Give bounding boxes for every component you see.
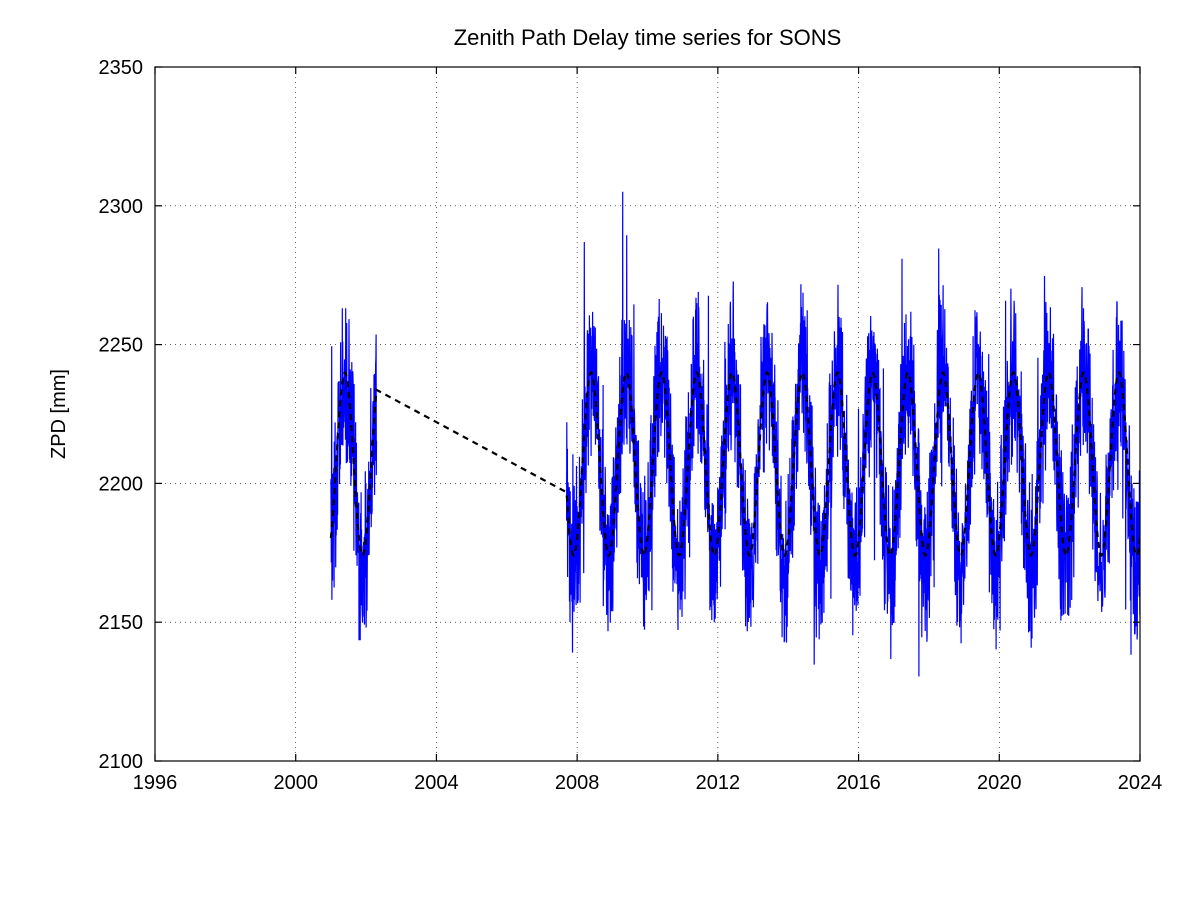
chart-container: 1996 2000 2004 2008 2012 2016 2020 2024 2100 2150…: [0, 0, 1201, 901]
xtick-label: 2012: [696, 772, 741, 794]
xtick-label: 2004: [414, 772, 459, 794]
xtick-label: 2020: [977, 772, 1022, 794]
ytick-label: 2300: [99, 196, 144, 218]
ytick-label: 2250: [99, 335, 144, 357]
xtick-label: 2008: [555, 772, 600, 794]
ytick-label: 2350: [99, 57, 144, 79]
xtick-label: 2024: [1118, 772, 1163, 794]
y-axis-label: ZPD [mm]: [48, 369, 70, 459]
ytick-label: 2100: [99, 751, 144, 773]
ytick-label: 2200: [99, 473, 144, 495]
chart-title: Zenith Path Delay time series for SONS: [454, 25, 842, 50]
chart-svg: 1996 2000 2004 2008 2012 2016 2020 2024 2100 2150…: [0, 0, 1201, 901]
xtick-label: 2016: [836, 772, 881, 794]
ytick-label: 2150: [99, 612, 144, 634]
xtick-label: 2000: [273, 772, 318, 794]
xtick-label: 1996: [133, 772, 178, 794]
